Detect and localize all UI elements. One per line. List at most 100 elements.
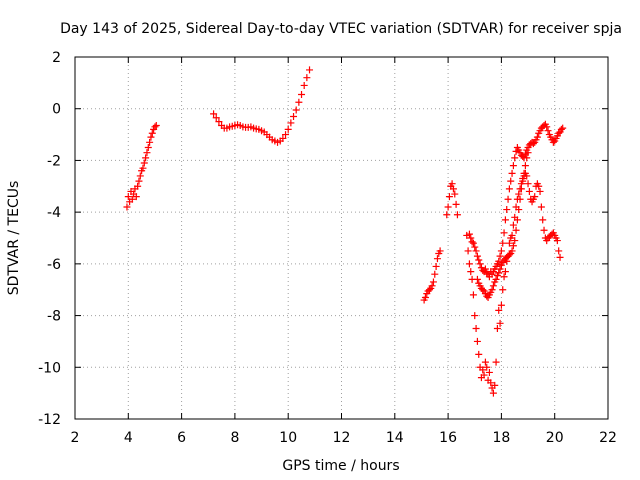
- data-point: [493, 325, 501, 332]
- x-axis-label: GPS time / hours: [282, 458, 399, 474]
- data-point: [540, 226, 548, 234]
- data-point: [479, 366, 487, 374]
- data-point: [523, 154, 531, 162]
- data-point: [432, 262, 440, 270]
- data-points: [123, 66, 567, 397]
- data-point: [535, 182, 543, 190]
- data-point: [503, 206, 511, 214]
- data-point: [483, 363, 491, 371]
- data-point: [501, 268, 509, 276]
- data-point: [303, 74, 311, 82]
- data-point: [513, 216, 521, 224]
- axis-ticks: 2 4 6 8 10 12 14 16 18 20 22 -12 -10 -8 -6 -4 -2 0 2: [38, 50, 617, 446]
- data-segment: [420, 247, 444, 304]
- y-tick-label: 0: [52, 102, 61, 118]
- data-point: [147, 133, 155, 141]
- x-tick-label: 14: [386, 430, 404, 446]
- data-point: [509, 242, 517, 250]
- y-axis-label: SDTVAR / TECUs: [6, 181, 22, 296]
- data-point: [123, 203, 131, 211]
- data-point: [142, 154, 150, 162]
- data-point: [295, 98, 303, 106]
- data-point: [146, 138, 154, 146]
- data-point: [467, 234, 475, 242]
- data-point: [512, 226, 520, 234]
- data-point: [472, 325, 480, 332]
- data-point: [520, 169, 528, 177]
- data-point: [501, 216, 509, 224]
- data-point: [544, 127, 552, 135]
- x-tick-label: 6: [177, 430, 186, 446]
- data-point: [515, 206, 523, 214]
- plot-frame: [74, 56, 609, 420]
- data-point: [469, 291, 477, 299]
- data-point: [136, 172, 144, 180]
- data-point: [425, 286, 433, 294]
- data-point: [517, 185, 525, 193]
- data-point: [468, 238, 476, 246]
- data-point: [508, 247, 516, 255]
- x-tick-label: 20: [546, 430, 564, 446]
- data-point: [536, 187, 544, 195]
- y-tick-label: -4: [47, 205, 61, 221]
- data-point: [492, 358, 500, 366]
- data-point: [509, 221, 517, 229]
- y-tick-label: -6: [47, 257, 61, 273]
- data-point: [433, 255, 441, 263]
- data-point: [284, 125, 292, 133]
- data-point: [473, 337, 481, 345]
- data-point: [445, 193, 453, 201]
- data-point: [448, 180, 456, 188]
- data-point: [496, 319, 504, 327]
- data-point: [124, 193, 132, 201]
- data-point: [436, 247, 444, 255]
- x-tick-label: 4: [124, 430, 133, 446]
- data-point: [476, 260, 484, 268]
- data-point: [524, 180, 532, 188]
- data-point: [134, 182, 142, 190]
- data-segment: [443, 180, 461, 219]
- data-point: [298, 90, 306, 98]
- data-point: [471, 312, 479, 320]
- data-point: [508, 231, 516, 239]
- data-point: [511, 237, 519, 245]
- data-point: [488, 286, 496, 294]
- data-point: [500, 229, 508, 237]
- data-point: [452, 200, 460, 208]
- y-tick-label: -2: [47, 153, 61, 169]
- data-point: [515, 190, 523, 198]
- chart-title: Day 143 of 2025, Sidereal Day-to-day VTE…: [60, 21, 622, 37]
- data-point: [453, 211, 461, 219]
- data-point: [524, 149, 532, 157]
- data-point: [508, 169, 516, 177]
- x-tick-label: 8: [230, 430, 239, 446]
- data-point: [428, 282, 436, 290]
- data-point: [555, 129, 563, 137]
- data-point: [300, 81, 308, 89]
- data-segment: [465, 120, 567, 281]
- data-point: [521, 162, 529, 170]
- data-point: [492, 275, 500, 283]
- data-point: [507, 177, 515, 185]
- data-point: [495, 257, 503, 265]
- data-point: [421, 293, 429, 301]
- data-point: [485, 368, 493, 376]
- grid-lines: [75, 57, 608, 419]
- data-point: [282, 131, 290, 139]
- data-point: [140, 159, 148, 167]
- data-point: [537, 203, 545, 211]
- y-tick-label: 2: [52, 50, 61, 66]
- data-point: [143, 149, 151, 157]
- data-point: [479, 286, 487, 294]
- data-point: [128, 195, 136, 203]
- data-point: [210, 110, 218, 118]
- data-point: [519, 177, 527, 185]
- data-point: [151, 123, 159, 131]
- data-point: [444, 203, 452, 211]
- data-point: [469, 239, 477, 247]
- y-tick-label: -8: [47, 309, 61, 325]
- data-point: [509, 162, 517, 170]
- data-point: [483, 269, 491, 277]
- data-segment: [473, 149, 532, 301]
